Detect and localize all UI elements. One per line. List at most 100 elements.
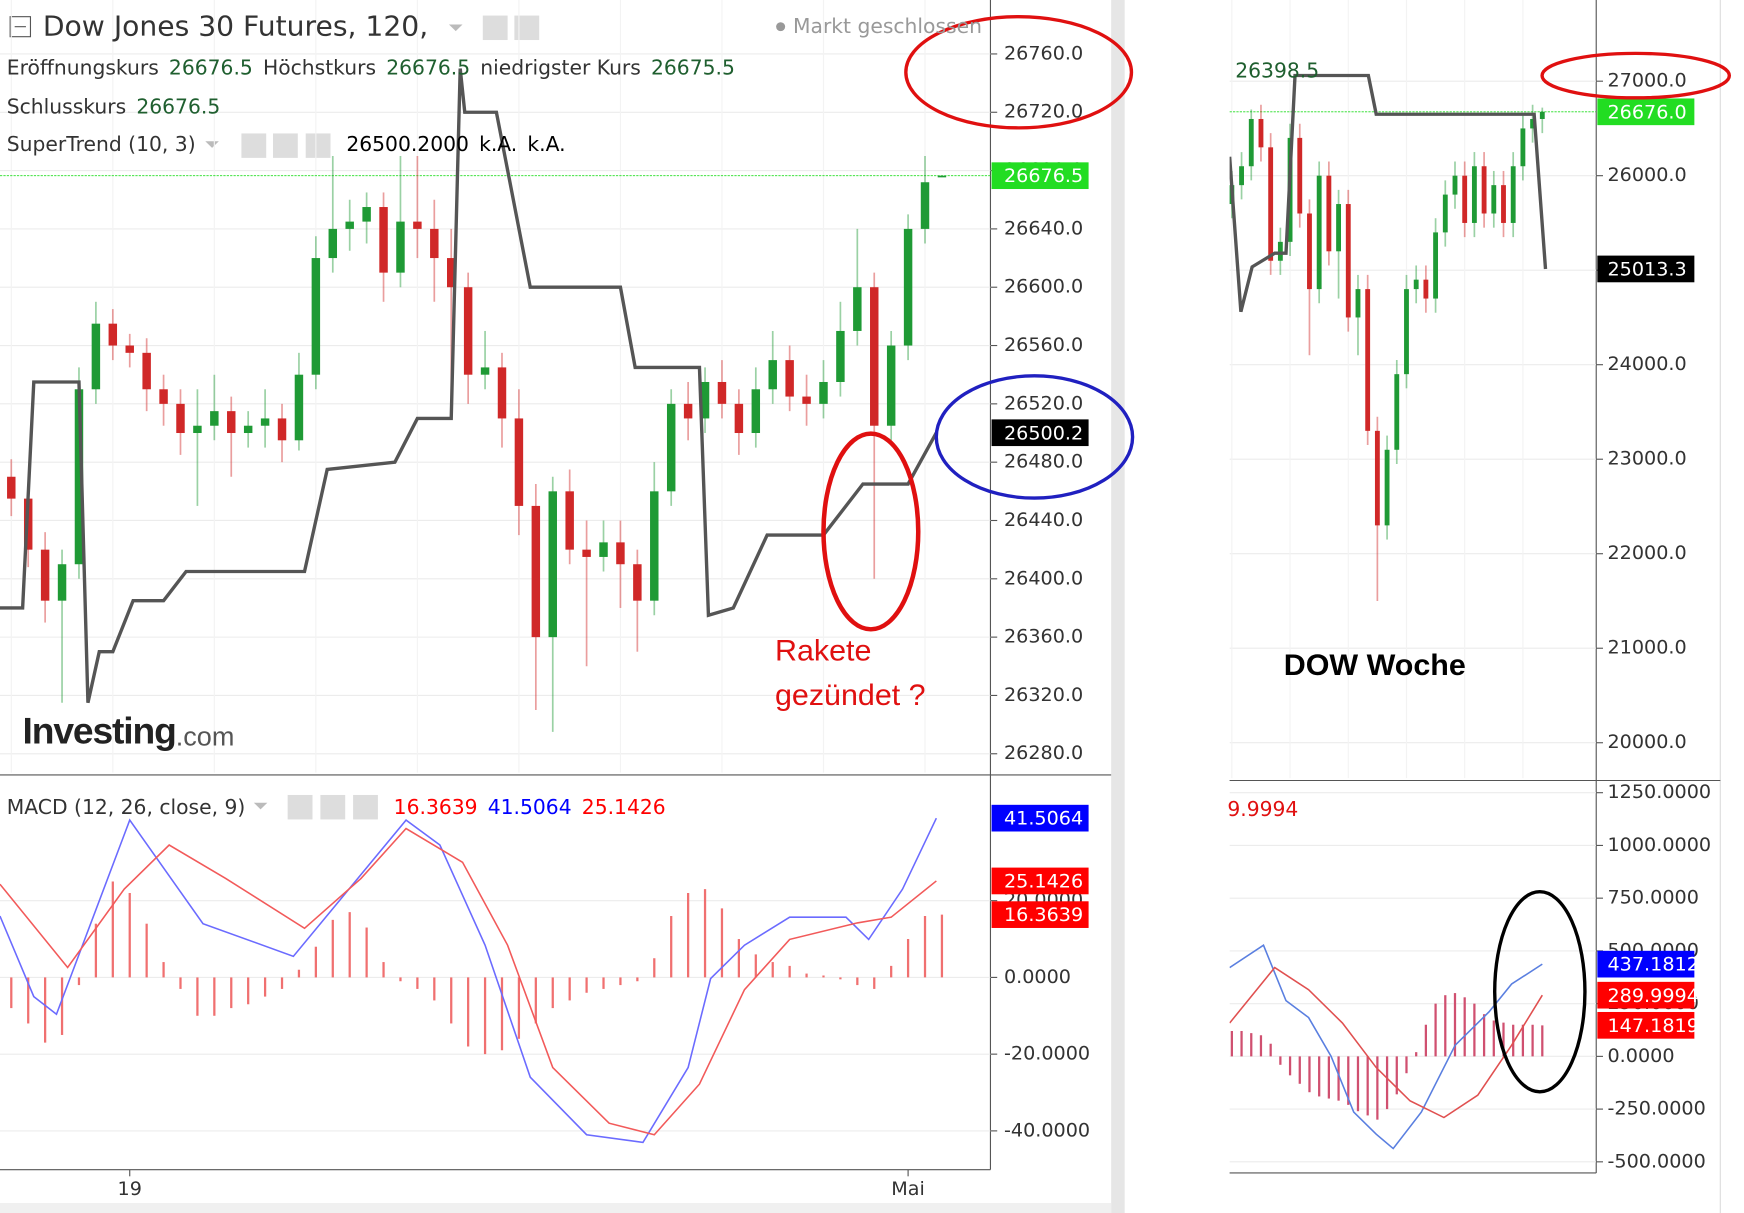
candle-body — [1452, 175, 1458, 195]
candle-body — [379, 207, 388, 273]
chart-title: DOW Woche — [1284, 649, 1466, 682]
highlight-ellipse — [904, 15, 1134, 130]
candle-body — [548, 491, 557, 638]
watermark: .com — [176, 721, 235, 751]
y-tick-label: 1000.0000 — [1608, 834, 1712, 856]
macd-line — [0, 827, 937, 1136]
price-tag-label: 25013.3 — [1608, 259, 1687, 281]
candle-body — [243, 425, 253, 434]
candle-body — [463, 287, 473, 375]
y-tick-label: 26520.0 — [1004, 392, 1083, 414]
candle-body — [260, 418, 270, 426]
indicator-readout: 26500.2000 — [346, 132, 469, 156]
price-tag-label: 26676.0 — [1608, 101, 1687, 123]
candle-body — [1442, 194, 1448, 233]
ohlc-value: 26676.5 — [136, 94, 220, 118]
ohlc-value: 26676.5 — [169, 56, 253, 80]
candle-body — [819, 381, 828, 404]
supertrend-line — [1229, 73, 1548, 313]
candle-body — [1326, 175, 1332, 252]
candle-body — [1374, 430, 1380, 526]
candle-body — [1239, 166, 1244, 186]
ohlc-label: Schlusskurs — [7, 94, 126, 118]
ohlc-value: 26675.5 — [651, 56, 735, 80]
y-tick-label: 21000.0 — [1608, 637, 1687, 659]
candle-body — [1413, 279, 1419, 290]
settings-icon[interactable] — [272, 133, 298, 158]
chart-title: Dow Jones 30 Futures, 120, — [43, 10, 428, 43]
y-tick-label: -250.0000 — [1608, 1098, 1706, 1120]
price-tag-label: 147.1819 — [1608, 1015, 1699, 1037]
candle-body — [210, 411, 219, 426]
price-tag-label: 25.1426 — [1004, 871, 1083, 893]
macd-line — [1229, 966, 1543, 1119]
macd-line — [0, 817, 938, 1144]
candle-body — [1394, 374, 1400, 450]
ohlc-value: 26676.5 — [386, 56, 470, 80]
collapse-icon[interactable] — [9, 16, 32, 38]
candle-body — [650, 491, 659, 601]
dropdown-icon[interactable] — [448, 24, 463, 32]
y-tick-label: -40.0000 — [1004, 1119, 1090, 1141]
dropdown-icon[interactable] — [253, 802, 268, 810]
candle-body — [1316, 175, 1322, 290]
candle-body — [40, 549, 50, 601]
candle-body — [1258, 118, 1264, 148]
candle-body — [1365, 289, 1371, 431]
macd-readout: 9.9994 — [1227, 797, 1298, 821]
price-tag-label: 16.3639 — [1004, 904, 1083, 926]
supertrend-line — [0, 68, 938, 704]
close-icon[interactable] — [305, 133, 331, 158]
y-tick-label: 26640.0 — [1004, 217, 1083, 239]
y-tick-label: 26000.0 — [1608, 164, 1687, 186]
pane — [0, 817, 991, 1144]
price-tag-label: 437.1812 — [1608, 954, 1699, 976]
macd-readout: 16.3639 — [394, 795, 478, 819]
settings-icon[interactable] — [320, 794, 346, 820]
candle-body — [430, 228, 439, 259]
candle-body — [514, 418, 524, 506]
marks: 26280.0 26320.0 26360.0 26400.0 26440.0 26480… — [0, 0, 1711, 1200]
candle-body — [1462, 175, 1468, 223]
candle-body — [582, 549, 591, 557]
candle-body — [1248, 118, 1254, 167]
candle-body — [1471, 166, 1477, 223]
candle-body — [1520, 128, 1526, 167]
visibility-icon[interactable] — [287, 794, 313, 820]
macd-line — [1229, 944, 1543, 1150]
candle-body — [193, 425, 202, 434]
candle-body — [1268, 147, 1274, 261]
settings-icon[interactable] — [514, 15, 540, 41]
close-icon[interactable] — [353, 794, 378, 820]
macd-readout: 41.5064 — [488, 795, 572, 819]
price-tag — [1597, 981, 1695, 1009]
y-tick-label: 26400.0 — [1004, 567, 1083, 589]
candle-body — [1539, 111, 1545, 119]
y-tick-label: 26280.0 — [1004, 742, 1083, 764]
price-tag — [991, 419, 1089, 447]
candle-body — [700, 381, 710, 419]
y-tick-label: 26720.0 — [1004, 101, 1083, 123]
y-tick-label: 0.0000 — [1608, 1045, 1675, 1067]
candle-body — [497, 367, 507, 419]
candle-body — [446, 258, 456, 288]
indicator-name: SuperTrend (10, 3) — [7, 132, 196, 156]
candle-body — [683, 403, 693, 419]
x-tick-label: 19 — [118, 1178, 142, 1200]
candle-body — [1345, 204, 1351, 318]
candle-body — [74, 389, 84, 565]
price-tag — [1597, 255, 1695, 283]
visibility-icon[interactable] — [241, 133, 267, 158]
candle-body — [1297, 137, 1303, 214]
pane — [1229, 0, 1597, 779]
dropdown-icon[interactable] — [205, 141, 219, 148]
candle-body — [802, 396, 811, 404]
y-tick-label: 26480.0 — [1004, 451, 1083, 473]
y-tick-label: 26320.0 — [1004, 684, 1083, 706]
candle-body — [125, 345, 134, 353]
highlight-ellipse — [1493, 890, 1587, 1094]
settings-icon[interactable] — [482, 15, 508, 41]
highlight-ellipse — [934, 374, 1135, 500]
candle-body — [176, 403, 185, 434]
